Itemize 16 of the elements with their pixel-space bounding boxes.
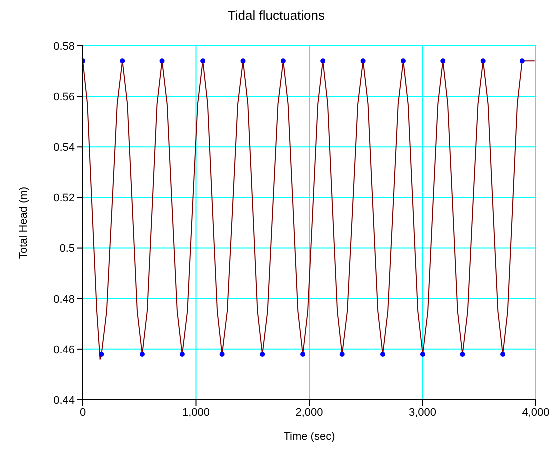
x-tick-label: 4,000 (522, 406, 550, 419)
y-tick-label: 0.44 (54, 394, 75, 407)
y-tick-label: 0.56 (54, 91, 75, 104)
y-tick-label: 0.5 (60, 243, 75, 256)
y-axis-title: Total Head (m) (18, 186, 30, 260)
x-tick-label: 1,000 (182, 406, 210, 419)
y-tick-label: 0.52 (54, 192, 75, 205)
x-tick-label: 3,000 (408, 406, 437, 419)
x-tick-label: 0 (80, 406, 86, 419)
x-axis-title: Time (sec) (284, 431, 336, 443)
y-tick-label: 0.54 (54, 142, 75, 154)
y-tick-label: 0.46 (54, 344, 75, 356)
y-tick-label: 0.48 (54, 294, 75, 306)
y-tick-label: 0.58 (54, 40, 75, 53)
chart-title: Tidal fluctuations (226, 8, 326, 23)
x-tick-label: 2,000 (296, 406, 324, 419)
